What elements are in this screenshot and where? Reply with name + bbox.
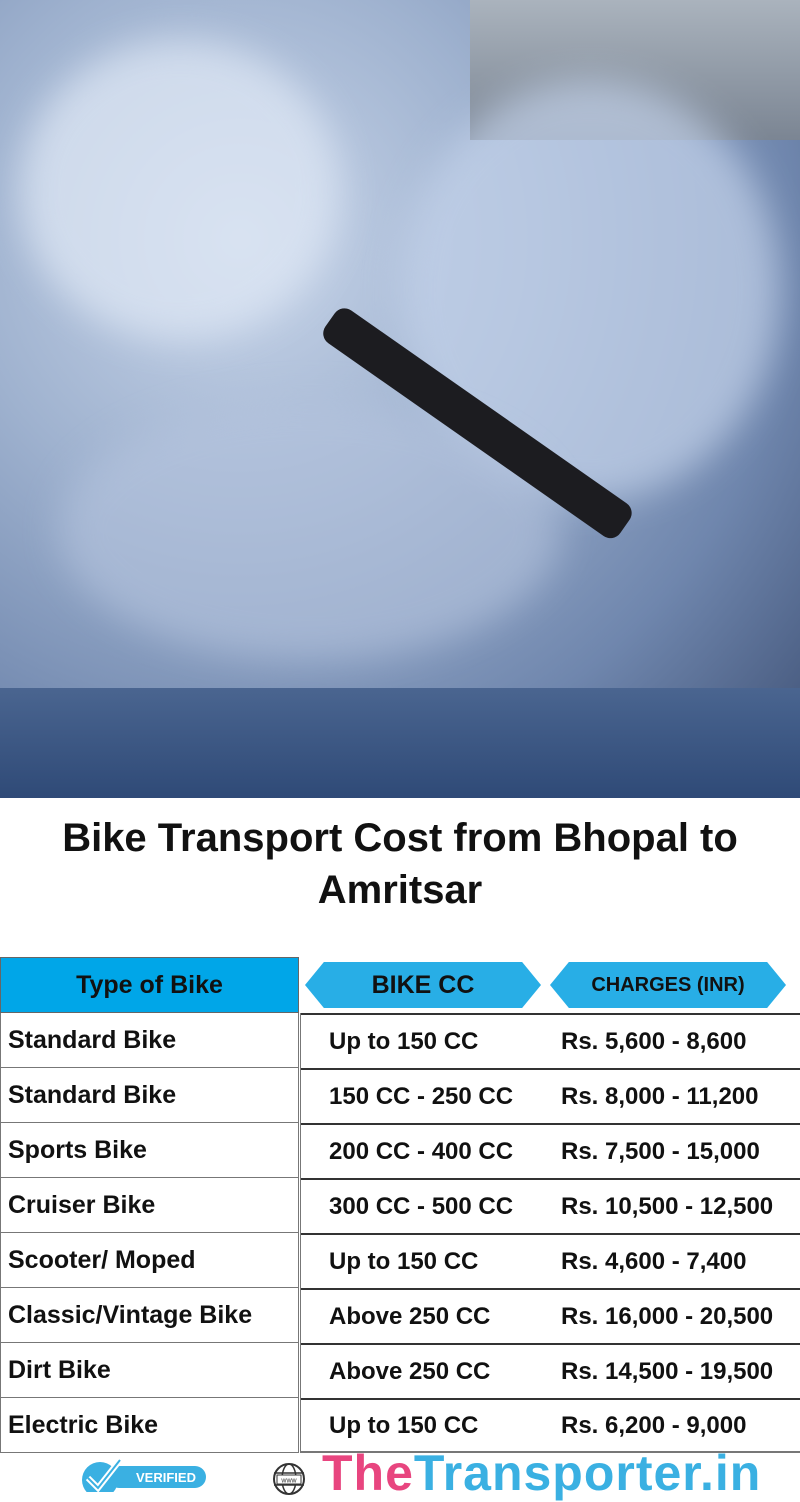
page-title: Bike Transport Cost from Bhopal to Amrit… <box>62 816 738 912</box>
header-bike-cc: BIKE CC <box>305 962 541 1008</box>
table-row: Up to 150 CC Rs. 4,600 - 7,400 <box>301 1233 800 1288</box>
verified-badge-icon: VERIFIED <box>82 1458 206 1492</box>
table-row: Up to 150 CC Rs. 5,600 - 8,600 <box>301 1013 800 1068</box>
charges-cell: Rs. 8,000 - 11,200 <box>561 1082 759 1110</box>
cc-charges-table: Up to 150 CC Rs. 5,600 - 8,600 150 CC - 2… <box>300 1013 800 1453</box>
cc-cell: Above 250 CC <box>329 1357 491 1385</box>
cc-cell: Above 250 CC <box>329 1302 491 1330</box>
charges-cell: Rs. 6,200 - 9,000 <box>561 1411 747 1439</box>
cc-cell: Up to 150 CC <box>329 1247 479 1275</box>
header-type-of-bike: Type of Bike <box>0 957 299 1013</box>
brand-logo: TheTransporter.in <box>322 1444 761 1502</box>
bike-type-column: Type of Bike Standard Bike Standard Bike… <box>0 957 299 1453</box>
table-row: 200 CC - 400 CC Rs. 7,500 - 15,000 <box>301 1123 800 1178</box>
bike-type-cell: Classic/Vintage Bike <box>0 1288 299 1343</box>
bike-type-cell: Scooter/ Moped <box>0 1233 299 1288</box>
cc-cell: 200 CC - 400 CC <box>329 1137 514 1165</box>
bike-type-cell: Electric Bike <box>0 1398 299 1453</box>
table-row: Above 250 CC Rs. 14,500 - 19,500 <box>301 1343 800 1398</box>
brand-part2: Transporter.in <box>413 1445 762 1501</box>
charges-cell: Rs. 10,500 - 12,500 <box>561 1192 774 1220</box>
table-row: Above 250 CC Rs. 16,000 - 20,500 <box>301 1288 800 1343</box>
table-row: 300 CC - 500 CC Rs. 10,500 - 12,500 <box>301 1178 800 1233</box>
table-row: 150 CC - 250 CC Rs. 8,000 - 11,200 <box>301 1068 800 1123</box>
cc-cell: 300 CC - 500 CC <box>329 1192 514 1220</box>
brand-part1: The <box>322 1445 414 1501</box>
charges-cell: Rs. 16,000 - 20,500 <box>561 1302 774 1330</box>
footer: VERIFIED www TheTransporter.in <box>0 1445 800 1501</box>
charges-cell: Rs. 4,600 - 7,400 <box>561 1247 747 1275</box>
bike-type-cell: Dirt Bike <box>0 1343 299 1398</box>
bike-type-cell: Standard Bike <box>0 1068 299 1123</box>
bike-wrapped-photo <box>0 0 800 798</box>
charges-cell: Rs. 7,500 - 15,000 <box>561 1137 760 1165</box>
verified-label: VERIFIED <box>136 1470 196 1485</box>
cc-cell: 150 CC - 250 CC <box>329 1082 514 1110</box>
charges-cell: Rs. 5,600 - 8,600 <box>561 1027 747 1055</box>
bike-type-cell: Cruiser Bike <box>0 1178 299 1233</box>
globe-www-icon: www <box>273 1463 305 1495</box>
bike-type-cell: Sports Bike <box>0 1123 299 1178</box>
table-row: Up to 150 CC Rs. 6,200 - 9,000 <box>301 1398 800 1453</box>
cc-cell: Up to 150 CC <box>329 1411 479 1439</box>
www-label: www <box>280 1478 297 1485</box>
header-charges: CHARGES (INR) <box>550 962 786 1008</box>
bike-type-cell: Standard Bike <box>0 1013 299 1068</box>
cc-cell: Up to 150 CC <box>329 1027 479 1055</box>
charges-cell: Rs. 14,500 - 19,500 <box>561 1357 774 1385</box>
